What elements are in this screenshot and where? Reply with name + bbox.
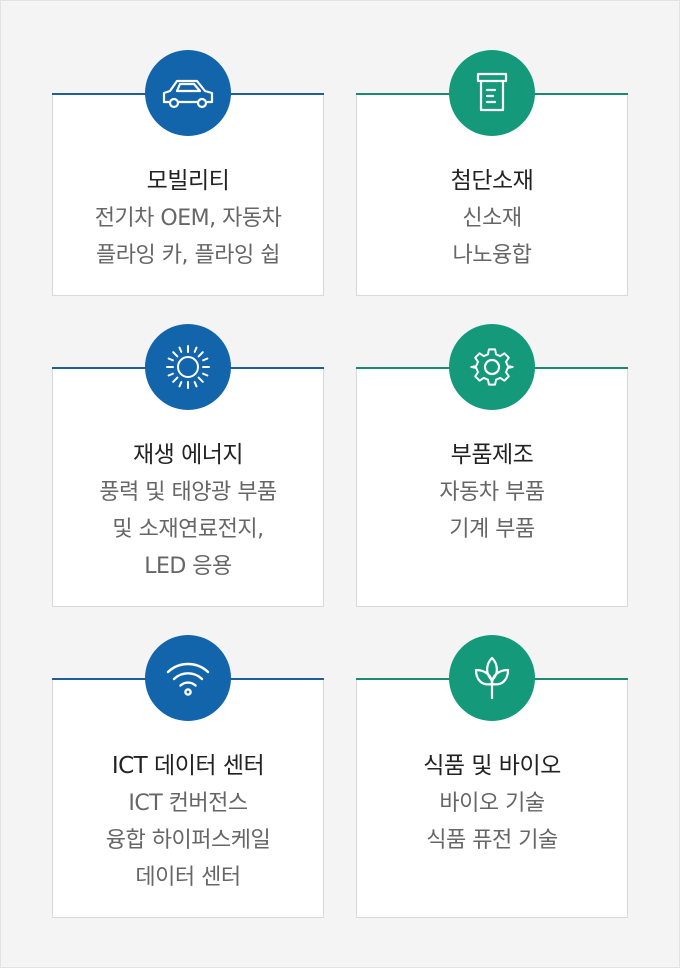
card-line: 기계 부품: [449, 517, 535, 542]
icon-circle: [145, 324, 231, 410]
card-renewable-energy: 재생 에너지 풍력 및 태양광 부품 및 소재연료전지, LED 응용: [52, 324, 324, 607]
card-line: 신소재: [462, 206, 522, 231]
card-line: 전기차 OEM, 자동차: [94, 206, 282, 231]
card-line: 바이오 기술: [439, 791, 545, 816]
card-parts-manufacturing: 부품제조 자동차 부품 기계 부품: [356, 324, 628, 607]
car-icon: [160, 73, 216, 113]
card-ict-data-center: ICT 데이터 센터 ICT 컨버전스 융합 하이퍼스케일 데이터 센터: [52, 635, 324, 918]
gear-icon: [468, 343, 516, 391]
card-description: 자동차 부품 기계 부품: [357, 474, 627, 548]
card-food-bio: 식품 및 바이오 바이오 기술 식품 퓨전 기술: [356, 635, 628, 918]
card-title: 재생 에너지: [132, 442, 244, 468]
card-line: ICT 컨버전스: [128, 791, 248, 816]
plant-icon: [468, 654, 516, 702]
beaker-icon: [472, 70, 512, 116]
card-description: 바이오 기술 식품 퓨전 기술: [357, 785, 627, 859]
card-line: 자동차 부품: [439, 480, 545, 505]
card-line: 데이터 센터: [135, 865, 241, 890]
card-description: 신소재 나노융합: [357, 200, 627, 274]
card-line: 및 소재연료전지,: [112, 517, 264, 542]
wifi-icon: [164, 658, 212, 698]
card-title: 첨단소재: [450, 168, 534, 194]
card-mobility: 모빌리티 전기차 OEM, 자동차 플라잉 카, 플라잉 쉽: [52, 50, 324, 296]
card-advanced-materials: 첨단소재 신소재 나노융합: [356, 50, 628, 296]
sun-icon: [164, 343, 212, 391]
card-line: LED 응용: [144, 554, 232, 579]
card-title: 부품제조: [450, 442, 534, 468]
card-title: ICT 데이터 센터: [111, 753, 265, 779]
icon-circle: [449, 635, 535, 721]
card-line: 융합 하이퍼스케일: [105, 828, 271, 853]
icon-circle: [449, 50, 535, 136]
card-description: 전기차 OEM, 자동차 플라잉 카, 플라잉 쉽: [53, 200, 323, 274]
card-description: 풍력 및 태양광 부품 및 소재연료전지, LED 응용: [53, 474, 323, 585]
card-line: 플라잉 카, 플라잉 쉽: [96, 243, 280, 268]
icon-circle: [145, 635, 231, 721]
icon-circle: [449, 324, 535, 410]
card-title: 모빌리티: [146, 168, 230, 194]
card-line: 식품 퓨전 기술: [426, 828, 558, 853]
card-line: 풍력 및 태양광 부품: [99, 480, 277, 505]
card-description: ICT 컨버전스 융합 하이퍼스케일 데이터 센터: [53, 785, 323, 896]
card-title: 식품 및 바이오: [423, 753, 561, 779]
icon-circle: [145, 50, 231, 136]
card-line: 나노융합: [452, 243, 532, 268]
